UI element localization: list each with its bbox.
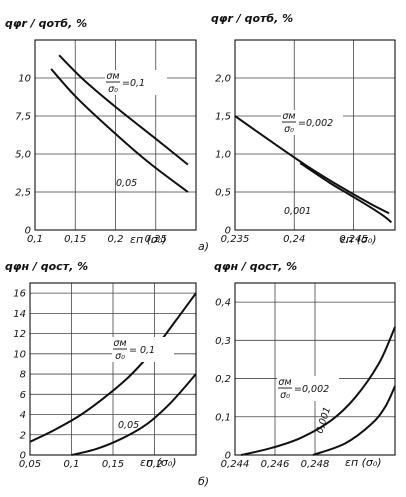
annotation-value: = 0,1 [129,345,155,356]
figure-label-b: б) [198,475,209,488]
y-tick-label: 16 [13,289,26,300]
y-tick-label: 2,0 [215,74,231,85]
x-tick-label: 0,246 [261,459,290,470]
chart-top-right: qφr / qотб, % 0,235 0,24 0,245 0 0,5 1,0 1,5 2,… [211,12,396,246]
annotation-numerator: σм [106,71,119,82]
y-tick-label: 0 [225,226,231,237]
x-axis-label: εп (σ₀) [140,456,177,469]
panel-bottom-left: 0,05 0,1 0,15 0,2 0 2 4 6 8 10 12 14 16 σм σ₀ = 0,1 0,05 [13,282,197,470]
series-line-0 [29,292,197,443]
y-tick-label: 0,1 [215,412,231,423]
plot-frame [34,39,197,231]
x-axis-label: εп (σ₀) [345,456,382,469]
x-tick-label: 0,15 [102,459,124,470]
y-tick-label: 0 [225,451,231,462]
annotation-value: =0,002 [294,384,329,395]
chart-title: qφн / qост, % [214,260,297,273]
y-tick-label: 0,4 [215,298,231,309]
annotation-backdrop [277,376,339,401]
annotation-label: 0,001 [284,206,311,217]
x-tick-label: 0,24 [283,234,305,245]
annotation-backdrop [281,110,343,135]
y-tick-label: 5,0 [15,150,31,161]
plot-frame [234,39,396,231]
y-tick-label: 8 [20,370,26,381]
y-tick-label: 0,3 [215,336,231,347]
series-line-0 [234,115,390,215]
series-line-0 [240,326,396,456]
annotation-label: 0,05 [116,178,137,189]
y-tick-label: 10 [18,74,31,85]
y-tick-label: 10 [13,349,26,360]
annotation-backdrop [105,70,167,95]
annotation-value: =0,1 [122,78,145,89]
plot-frame [29,282,197,456]
series-line-1 [50,68,189,193]
chart-title: qφн / qост, % [5,260,88,273]
y-tick-label: 12 [13,329,26,340]
annotation-numerator: σм [113,338,126,349]
annotation-denominator: σ₀ [280,390,290,401]
x-tick-label: 0,248 [301,459,330,470]
x-tick-label: 0,2 [147,459,163,470]
annotation-value: =0,002 [298,118,333,129]
x-tick-label: 0,15 [64,234,86,245]
annotation-denominator: σ₀ [115,351,125,362]
series-line-1 [299,162,393,224]
y-tick-label: 0,5 [215,188,231,199]
panel-top-right: 0,235 0,24 0,245 0 0,5 1,0 1,5 2,0 σм σ₀ =0,002 0,0… [215,39,396,245]
x-axis-label: εп (σ₀) [130,233,167,246]
annotation-denominator: σ₀ [284,124,294,135]
x-tick-label: 0,244 [221,459,250,470]
chart-title: qφr / qотб, % [211,12,293,25]
chart-bottom-left: qφн / qост, % 0,05 0,1 0,15 0,2 0 2 4 6 8 10 12 14 1… [5,260,197,470]
annotation-numerator: σм [278,377,291,388]
series-line-1 [312,385,396,456]
x-axis-label: εп (σ₀) [340,233,377,246]
y-tick-label: 0,2 [215,374,231,385]
chart-bottom-right: qφн / qост, % 0,244 0,246 0,248 0 0,1 0,2 0,3 0… [214,260,396,470]
series-line-1 [71,373,197,456]
y-tick-label: 7,5 [15,112,31,123]
y-tick-label: 1,0 [215,150,231,161]
x-tick-label: 0,05 [19,459,41,470]
annotation-numerator: σм [282,111,295,122]
y-tick-label: 1,5 [215,112,231,123]
chart-title: qφr / qотб, % [5,17,87,30]
annotation-denominator: σ₀ [108,84,118,95]
figure-label-a: а) [198,240,209,253]
y-tick-label: 0 [20,451,26,462]
y-tick-label: 6 [20,390,26,401]
annotation-backdrop [112,337,174,362]
panel-top-left: 0,1 0,15 0,2 0,25 0 2,5 5,0 7,5 10 σм σ₀ =0,1 0,05 [15,39,197,245]
y-tick-label: 14 [13,309,26,320]
x-tick-label: 0,245 [339,234,368,245]
chart-top-left: qφr / qотб, % 0,1 0,15 0,2 0,25 0 2,5 5,0 7,5 10… [5,17,197,246]
panel-bottom-right: 0,244 0,246 0,24800,10,20,30,4σмσ₀=0,0020,… [215,282,396,470]
x-tick-label: 0,1 [27,234,43,245]
x-tick-label: 0,1 [64,459,80,470]
y-tick-label: 2 [20,430,26,441]
y-tick-label: 2,5 [15,188,31,199]
series-line-0 [58,54,189,166]
x-tick-label: 0,25 [145,234,167,245]
x-tick-label: 0,2 [108,234,124,245]
annotation-label: 0,05 [118,420,139,431]
x-tick-label: 0,235 [221,234,250,245]
y-tick-label: 0 [25,226,31,237]
y-tick-label: 4 [20,410,26,421]
